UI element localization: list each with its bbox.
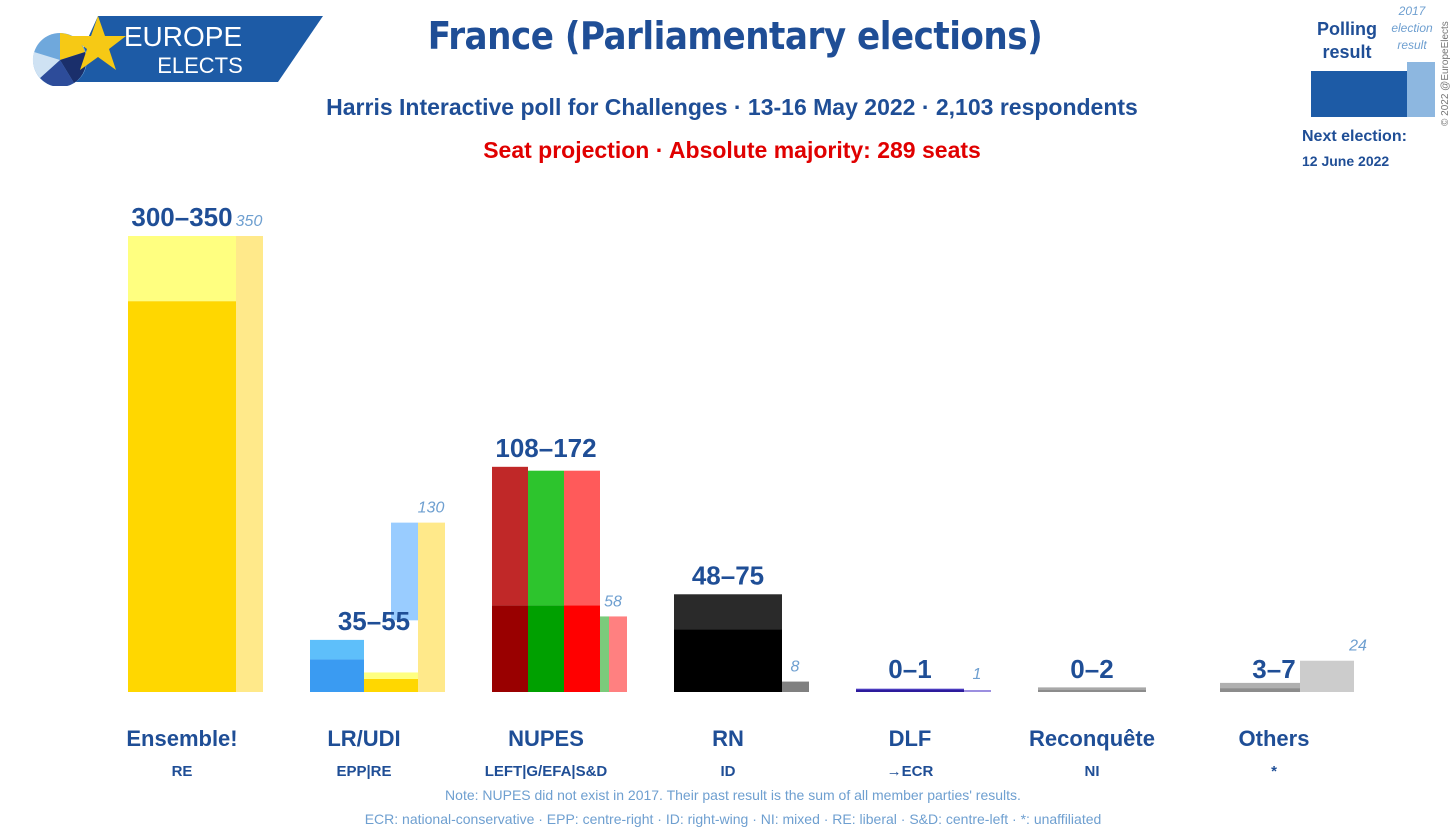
legend-2017-label-2: election (1391, 21, 1433, 35)
bar-low-6 (1220, 688, 1328, 692)
range-label-0: 300–350 (131, 202, 232, 232)
logo-line2: ELECTS (157, 53, 243, 78)
party-group-2: LEFT|G/EFA|S&D (485, 763, 608, 780)
party-name-5: Reconquête (1029, 726, 1155, 751)
past-bar-2-b (609, 616, 627, 692)
past-bar-4 (964, 690, 991, 692)
party-name-4: DLF (889, 726, 932, 751)
party-group-3: ID (721, 763, 736, 780)
past-bar-0 (236, 236, 263, 692)
logo-banner (68, 16, 323, 82)
bar-range-2-0 (492, 466, 528, 606)
next-election-label: Next election: (1302, 128, 1407, 145)
next-election-date: 12 June 2022 (1302, 153, 1390, 169)
party-name-3: RN (712, 726, 744, 751)
past-bar-1-a (391, 522, 418, 621)
bar-range-1-1 (364, 672, 418, 679)
bar-range-3 (674, 594, 782, 630)
bar-range-6 (1220, 682, 1328, 689)
legend-polling-swatch (1311, 71, 1407, 117)
past-label-0: 350 (236, 213, 263, 230)
legend-polling-label: Polling result (1316, 18, 1378, 64)
past-bar-6 (1300, 660, 1354, 692)
range-label-6: 3–7 (1252, 654, 1295, 684)
logo-star-icon (70, 16, 126, 70)
party-group-4: →ECR (887, 763, 934, 780)
bar-range-1-0 (310, 639, 364, 660)
bar-low-0 (128, 301, 236, 692)
range-label-3: 48–75 (692, 560, 764, 590)
legend-2017-label-1: 2017 (1398, 4, 1426, 18)
legend-2017-swatch (1407, 62, 1435, 117)
past-bar-3 (782, 681, 809, 692)
bar-low-2-1 (528, 605, 564, 692)
past-label-2: 58 (604, 593, 622, 610)
legend-2017-label-3: result (1397, 38, 1427, 52)
footnote: Note: NUPES did not exist in 2017. Their… (445, 787, 1021, 803)
bar-range-4 (856, 688, 964, 690)
range-label-4: 0–1 (888, 654, 931, 684)
group-legend-note: ECR: national-conservative · EPP: centre… (364, 811, 1102, 827)
legend-polling-label-1: Polling (1317, 19, 1377, 39)
bar-low-2-2 (564, 605, 600, 692)
bar-range-5 (1038, 687, 1146, 690)
party-group-5: NI (1085, 763, 1100, 780)
past-bar-1-b (418, 522, 445, 692)
legend-polling-label-2: result (1322, 42, 1372, 62)
range-label-2: 108–172 (495, 433, 596, 463)
bar-range-2-1 (528, 470, 564, 606)
past-label-3: 8 (791, 659, 800, 676)
bar-low-4 (856, 690, 964, 692)
bar-low-3 (674, 629, 782, 692)
chart-subtitle: Harris Interactive poll for Challenges ·… (326, 94, 1138, 120)
party-group-0: RE (172, 763, 193, 780)
bar-low-1-1 (364, 678, 418, 692)
range-label-5: 0–2 (1070, 654, 1113, 684)
europe-elects-logo: EUROPE ELECTS (32, 16, 323, 86)
past-label-1: 130 (418, 500, 445, 517)
party-group-1: EPP|RE (336, 763, 391, 780)
bar-range-0 (128, 236, 236, 302)
bar-low-5 (1038, 690, 1146, 692)
chart-title: France (Parliamentary elections) (427, 14, 1043, 58)
party-name-2: NUPES (508, 726, 584, 751)
party-name-1: LR/UDI (327, 726, 400, 751)
seat-projection-line: Seat projection · Absolute majority: 289… (483, 137, 981, 163)
party-name-0: Ensemble! (126, 726, 237, 751)
range-label-1: 35–55 (338, 606, 410, 636)
past-label-6: 24 (1348, 638, 1367, 655)
past-bar-2-a (600, 616, 609, 692)
bar-range-2-2 (564, 470, 600, 606)
bar-low-2-0 (492, 605, 528, 692)
past-label-4: 1 (973, 666, 982, 683)
bar-low-1-0 (310, 659, 364, 692)
party-name-6: Others (1239, 726, 1310, 751)
logo-line1: EUROPE (124, 21, 242, 52)
party-group-6: * (1271, 763, 1277, 780)
legend-2017-label: 2017 election result (1384, 3, 1440, 54)
